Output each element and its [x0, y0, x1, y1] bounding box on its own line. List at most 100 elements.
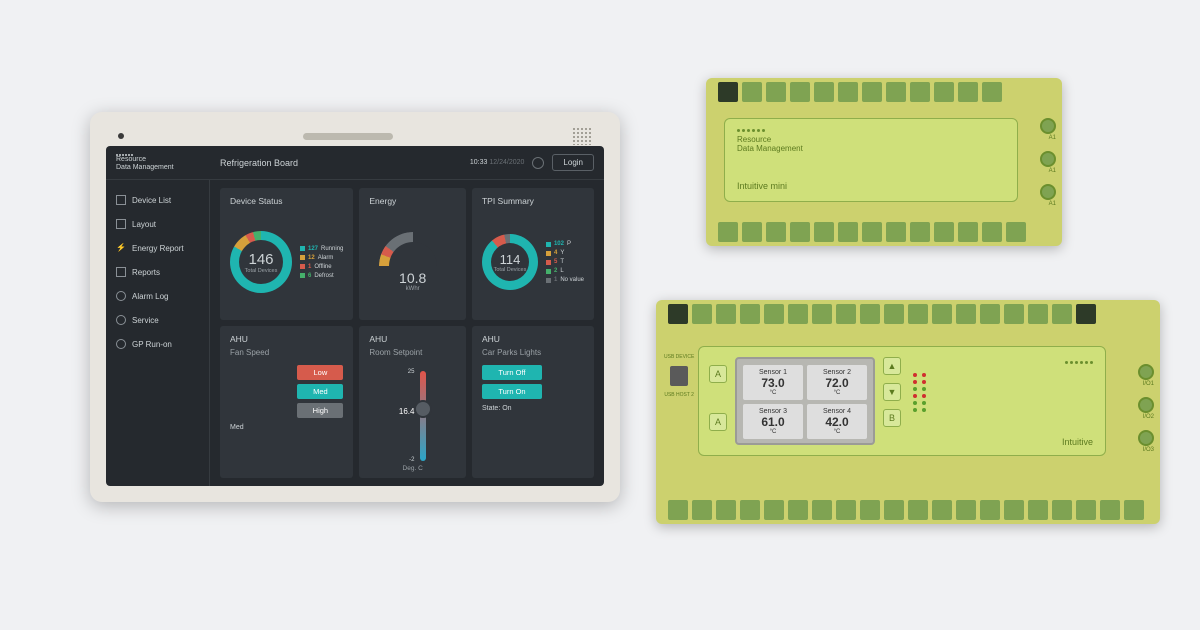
- terminal-block: [718, 222, 738, 242]
- layout-icon: [116, 219, 126, 229]
- lcd-button[interactable]: A: [709, 413, 727, 431]
- terminal-block: [884, 304, 904, 324]
- legend-row: 5 T: [546, 259, 584, 265]
- camera-dot: [118, 133, 124, 139]
- fan-high-button[interactable]: High: [297, 403, 343, 418]
- terminal-block: [980, 500, 1000, 520]
- terminal-block: [716, 304, 736, 324]
- terminal-block: [860, 500, 880, 520]
- tile-energy: Energy 10.8 kWhr: [359, 188, 466, 320]
- grid-icon: [116, 195, 126, 205]
- terminal-block: [766, 222, 786, 242]
- report-icon: [116, 267, 126, 277]
- status-led: [922, 380, 926, 384]
- status-led: [913, 394, 917, 398]
- sidebar-item-service[interactable]: Service: [106, 308, 209, 332]
- terminal-block: [764, 304, 784, 324]
- terminal-block: [910, 82, 930, 102]
- terminal-block: [908, 304, 928, 324]
- tile-setpoint: AHU Room Setpoint 16.4 25 -2 Deg. C: [359, 326, 466, 478]
- tile-device-status: Device Status 146 Total Devices 127 Runn…: [220, 188, 353, 320]
- terminal-block: [1052, 500, 1072, 520]
- io-plug: [1138, 397, 1154, 413]
- terminal-block: [790, 82, 810, 102]
- sidebar-item-energy[interactable]: ⚡Energy Report: [106, 236, 209, 260]
- terminal-block: [1076, 500, 1096, 520]
- carpark-turn-off-button[interactable]: Turn Off: [482, 365, 542, 380]
- lcd-button[interactable]: ▲: [883, 357, 901, 375]
- terminal-block: [692, 304, 712, 324]
- io-plug: [1138, 430, 1154, 446]
- lcd-button[interactable]: ▼: [883, 383, 901, 401]
- sensor-cell: Sensor 361.0°C: [743, 404, 803, 439]
- terminal-block: [956, 500, 976, 520]
- tile-fan-speed: AHU Fan Speed LowMedHigh Med: [220, 326, 353, 478]
- terminal-block: [886, 222, 906, 242]
- fan-med-button[interactable]: Med: [297, 384, 343, 399]
- status-led: [922, 408, 926, 412]
- terminal-block: [932, 304, 952, 324]
- status-led: [922, 401, 926, 405]
- energy-gauge: [379, 232, 447, 266]
- bolt-icon: ⚡: [116, 243, 126, 253]
- terminal-block: [1100, 500, 1120, 520]
- terminal-block: [884, 500, 904, 520]
- legend-row: 2 L: [546, 268, 584, 274]
- sidebar-item-device-list[interactable]: Device List: [106, 188, 209, 212]
- terminal-block: [862, 82, 882, 102]
- device-status-legend: 127 Running12 Alarm1 Offline6 Defrost: [300, 246, 343, 279]
- device-status-donut: 146 Total Devices: [230, 231, 292, 293]
- lcd-button[interactable]: A: [709, 365, 727, 383]
- sidebar-item-reports[interactable]: Reports: [106, 260, 209, 284]
- terminal-block: [860, 304, 880, 324]
- lcd-button[interactable]: B: [883, 409, 901, 427]
- terminal-block: [740, 500, 760, 520]
- page-title: Refrigeration Board: [220, 158, 470, 168]
- login-button[interactable]: Login: [552, 154, 594, 171]
- status-led: [922, 373, 926, 377]
- terminal-block: [814, 222, 834, 242]
- status-led: [913, 373, 917, 377]
- terminal-block: [862, 222, 882, 242]
- sidebar: Device List Layout ⚡Energy Report Report…: [106, 180, 210, 486]
- sidebar-item-alarm[interactable]: Alarm Log: [106, 284, 209, 308]
- terminal-block: [812, 304, 832, 324]
- carpark-state: State: On: [482, 405, 584, 412]
- terminal-block: [764, 500, 784, 520]
- terminal-block: [836, 500, 856, 520]
- tpi-legend: 102 P4 Y5 T2 L1 No value: [546, 241, 584, 283]
- terminal-block: [718, 82, 738, 102]
- bell-icon: [116, 291, 126, 301]
- terminal-block: [980, 304, 1000, 324]
- status-led: [913, 387, 917, 391]
- sidebar-item-runon[interactable]: GP Run-on: [106, 332, 209, 356]
- setpoint-slider[interactable]: 25 -2: [420, 371, 426, 461]
- terminal-block: [982, 222, 1002, 242]
- sidebar-item-layout[interactable]: Layout: [106, 212, 209, 236]
- setpoint-knob[interactable]: [416, 402, 430, 416]
- usb-port-icon: [670, 366, 688, 386]
- io-plug: [1040, 151, 1056, 167]
- status-led: [913, 408, 917, 412]
- terminal-block: [1052, 304, 1072, 324]
- terminal-block: [910, 222, 930, 242]
- mini-brand: Resource Data Management: [737, 135, 1005, 153]
- terminal-block: [1004, 500, 1024, 520]
- usb-label: USB DEVICE: [664, 354, 694, 360]
- terminal-block: [1076, 304, 1096, 324]
- tile-carpark: AHU Car Parks Lights Turn OffTurn On Sta…: [472, 326, 594, 478]
- fan-low-button[interactable]: Low: [297, 365, 343, 380]
- carpark-turn-on-button[interactable]: Turn On: [482, 384, 542, 399]
- terminal-block: [788, 500, 808, 520]
- terminal-block: [812, 500, 832, 520]
- fan-state: Med: [230, 424, 343, 431]
- sensor-cell: Sensor 272.0°C: [807, 365, 867, 400]
- legend-row: 4 Y: [546, 250, 584, 256]
- terminal-block: [838, 222, 858, 242]
- brand-text: Resource Data Management: [116, 156, 174, 172]
- io-plug: [1138, 364, 1154, 380]
- terminal-block: [1006, 222, 1026, 242]
- clock: 10:33 12/24/2020: [470, 159, 525, 166]
- legend-row: 12 Alarm: [300, 255, 343, 261]
- legend-row: 1 Offline: [300, 264, 343, 270]
